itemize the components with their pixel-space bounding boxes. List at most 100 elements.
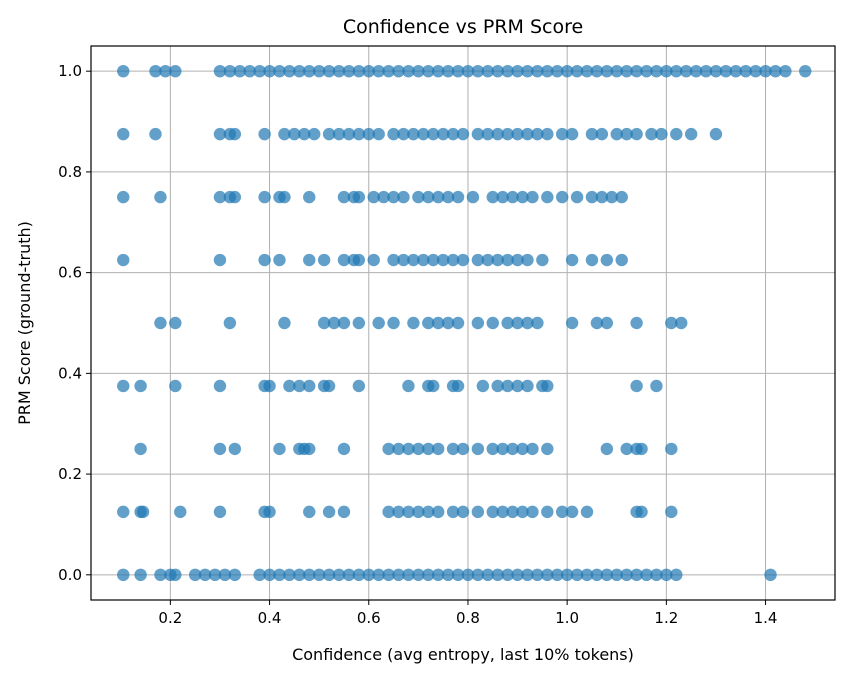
scatter-point — [387, 253, 400, 267]
scatter-point — [303, 64, 316, 78]
scatter-point — [322, 505, 336, 519]
plot-frame — [90, 45, 836, 601]
scatter-point — [154, 568, 167, 582]
scatter-point — [407, 316, 420, 330]
scatter-point — [169, 64, 182, 78]
scatter-point — [446, 442, 460, 456]
scatter-point — [531, 568, 544, 582]
scatter-point — [461, 568, 475, 582]
scatter-point — [521, 568, 534, 582]
scatter-point — [456, 253, 470, 267]
scatter-point — [213, 190, 227, 204]
scatter-point — [293, 379, 306, 393]
scatter-point — [337, 190, 351, 204]
scatter-point — [362, 568, 375, 582]
scatter-point — [427, 379, 440, 393]
scatter-point — [526, 505, 539, 519]
scatter-point — [620, 127, 633, 141]
scatter-point — [402, 568, 415, 582]
scatter-point — [640, 568, 653, 582]
scatter-point — [149, 127, 162, 141]
scatter-point — [501, 64, 514, 78]
scatter-point — [665, 505, 678, 519]
scatter-point — [412, 505, 425, 519]
scatter-point — [630, 379, 643, 393]
scatter-point — [585, 190, 599, 204]
scatter-point — [367, 190, 380, 204]
scatter-point — [466, 190, 480, 204]
scatter-point — [213, 253, 227, 267]
scatter-point — [531, 127, 544, 141]
scatter-point — [228, 190, 242, 204]
scatter-point — [422, 64, 435, 78]
scatter-point — [387, 127, 400, 141]
scatter-point — [556, 190, 569, 204]
scatter-point — [372, 127, 385, 141]
scatter-point — [729, 64, 742, 78]
scatter-point — [759, 64, 772, 78]
scatter-point — [372, 64, 385, 78]
scatter-point — [154, 190, 167, 204]
scatter-point — [630, 568, 643, 582]
scatter-point — [491, 568, 504, 582]
x-tick-label: 1.2 — [654, 609, 678, 627]
scatter-point — [684, 127, 698, 141]
scatter-point — [511, 253, 524, 267]
scatter-point — [516, 505, 529, 519]
scatter-point — [496, 505, 509, 519]
scatter-point — [362, 127, 375, 141]
scatter-point — [521, 379, 534, 393]
scatter-point — [491, 127, 504, 141]
scatter-point — [660, 64, 673, 78]
scatter-point — [486, 190, 499, 204]
scatter-point — [580, 64, 594, 78]
scatter-point — [471, 568, 485, 582]
scatter-point — [451, 568, 465, 582]
scatter-point — [412, 568, 425, 582]
scatter-point — [412, 64, 425, 78]
scatter-point — [293, 64, 306, 78]
scatter-point — [337, 316, 351, 330]
scatter-point — [352, 379, 366, 393]
scatter-point — [521, 64, 534, 78]
scatter-point — [283, 379, 296, 393]
scatter-point — [476, 379, 490, 393]
scatter-point — [397, 127, 410, 141]
scatter-point — [303, 253, 316, 267]
scatter-point — [526, 442, 539, 456]
scatter-point — [595, 190, 609, 204]
scatter-point — [273, 568, 286, 582]
x-tick-label: 0.6 — [357, 609, 381, 627]
scatter-point — [278, 190, 291, 204]
scatter-point — [322, 64, 336, 78]
scatter-point — [213, 442, 227, 456]
scatter-point — [263, 505, 276, 519]
scatter-point — [615, 190, 628, 204]
scatter-point — [283, 64, 296, 78]
scatter-point — [640, 64, 653, 78]
scatter-point — [451, 379, 465, 393]
scatter-point — [451, 190, 465, 204]
scatter-point — [198, 568, 212, 582]
scatter-point — [441, 64, 455, 78]
scatter-point — [570, 64, 584, 78]
scatter-point — [541, 442, 554, 456]
scatter-point — [342, 64, 356, 78]
scatter-point — [392, 64, 405, 78]
x-tick-label: 0.2 — [158, 609, 182, 627]
scatter-point — [243, 64, 256, 78]
scatter-point — [392, 442, 405, 456]
scatter-point — [471, 127, 485, 141]
scatter-point — [560, 64, 574, 78]
x-tick-label: 0.4 — [258, 609, 282, 627]
scatter-point — [308, 127, 321, 141]
scatter-point — [317, 316, 331, 330]
scatter-point — [117, 568, 130, 582]
scatter-point — [159, 64, 172, 78]
scatter-point — [422, 190, 435, 204]
scatter-point — [516, 190, 529, 204]
scatter-point — [650, 64, 663, 78]
scatter-point — [516, 442, 529, 456]
scatter-point — [402, 442, 415, 456]
